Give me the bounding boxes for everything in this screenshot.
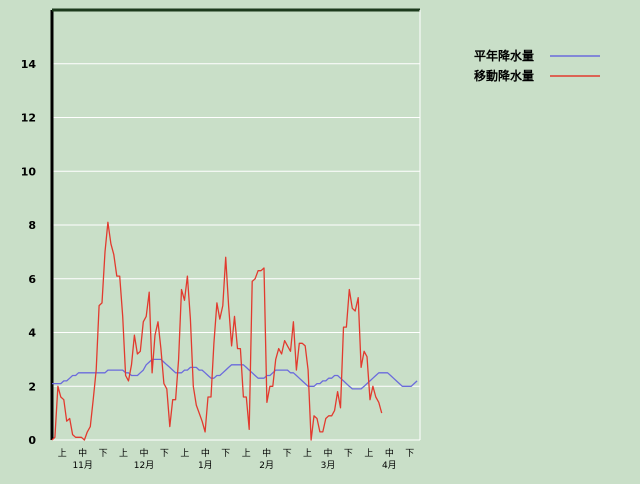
x-tick-label: 上 bbox=[364, 448, 373, 459]
x-tick-label: 下 bbox=[99, 449, 108, 459]
series-line-1 bbox=[52, 358, 418, 390]
x-axis-month-labels: 11月 12月 1月 2月 3月 4月 bbox=[72, 460, 396, 471]
x-tick-label: 中 bbox=[139, 447, 148, 459]
y-tick-label: 6 bbox=[28, 273, 36, 286]
x-tick-label: 中 bbox=[78, 447, 87, 459]
y-tick-label: 0 bbox=[28, 434, 36, 447]
legend-label: 平年降水量 bbox=[474, 48, 534, 63]
x-month-label: 11月 bbox=[72, 460, 92, 471]
x-axis-tick-labels: 上中下上中下上中下上中下上中下上中下 bbox=[58, 447, 415, 459]
x-tick-label: 上 bbox=[303, 448, 312, 459]
series-lines bbox=[51, 221, 418, 441]
y-tick-label: 12 bbox=[21, 112, 36, 125]
x-month-label: 12月 bbox=[134, 460, 154, 471]
y-tick-label: 2 bbox=[28, 380, 36, 393]
axes bbox=[50, 8, 421, 441]
y-axis-tick-labels: 0 2 4 6 8 10 12 14 bbox=[21, 58, 37, 447]
y-tick-label: 4 bbox=[28, 327, 36, 340]
y-tick-label: 8 bbox=[28, 219, 36, 232]
x-tick-label: 下 bbox=[283, 449, 292, 459]
x-month-label: 2月 bbox=[259, 460, 274, 471]
x-month-label: 4月 bbox=[382, 460, 397, 471]
x-tick-label: 下 bbox=[405, 449, 414, 459]
x-month-label: 1月 bbox=[198, 460, 213, 471]
x-tick-label: 中 bbox=[385, 447, 394, 459]
x-tick-label: 中 bbox=[323, 447, 332, 459]
x-tick-label: 下 bbox=[160, 449, 169, 459]
x-tick-label: 中 bbox=[201, 447, 210, 459]
x-tick-label: 上 bbox=[242, 448, 251, 459]
y-tick-label: 10 bbox=[21, 165, 37, 178]
series-line-2 bbox=[51, 221, 383, 441]
x-tick-label: 上 bbox=[119, 448, 128, 459]
x-tick-label: 下 bbox=[221, 449, 230, 459]
y-tick-label: 14 bbox=[21, 58, 37, 71]
x-tick-label: 上 bbox=[180, 448, 189, 459]
legend-label: 移動降水量 bbox=[474, 68, 534, 83]
x-tick-label: 上 bbox=[58, 448, 67, 459]
x-month-label: 3月 bbox=[321, 460, 336, 471]
x-tick-label: 下 bbox=[344, 449, 353, 459]
x-tick-label: 中 bbox=[262, 447, 271, 459]
